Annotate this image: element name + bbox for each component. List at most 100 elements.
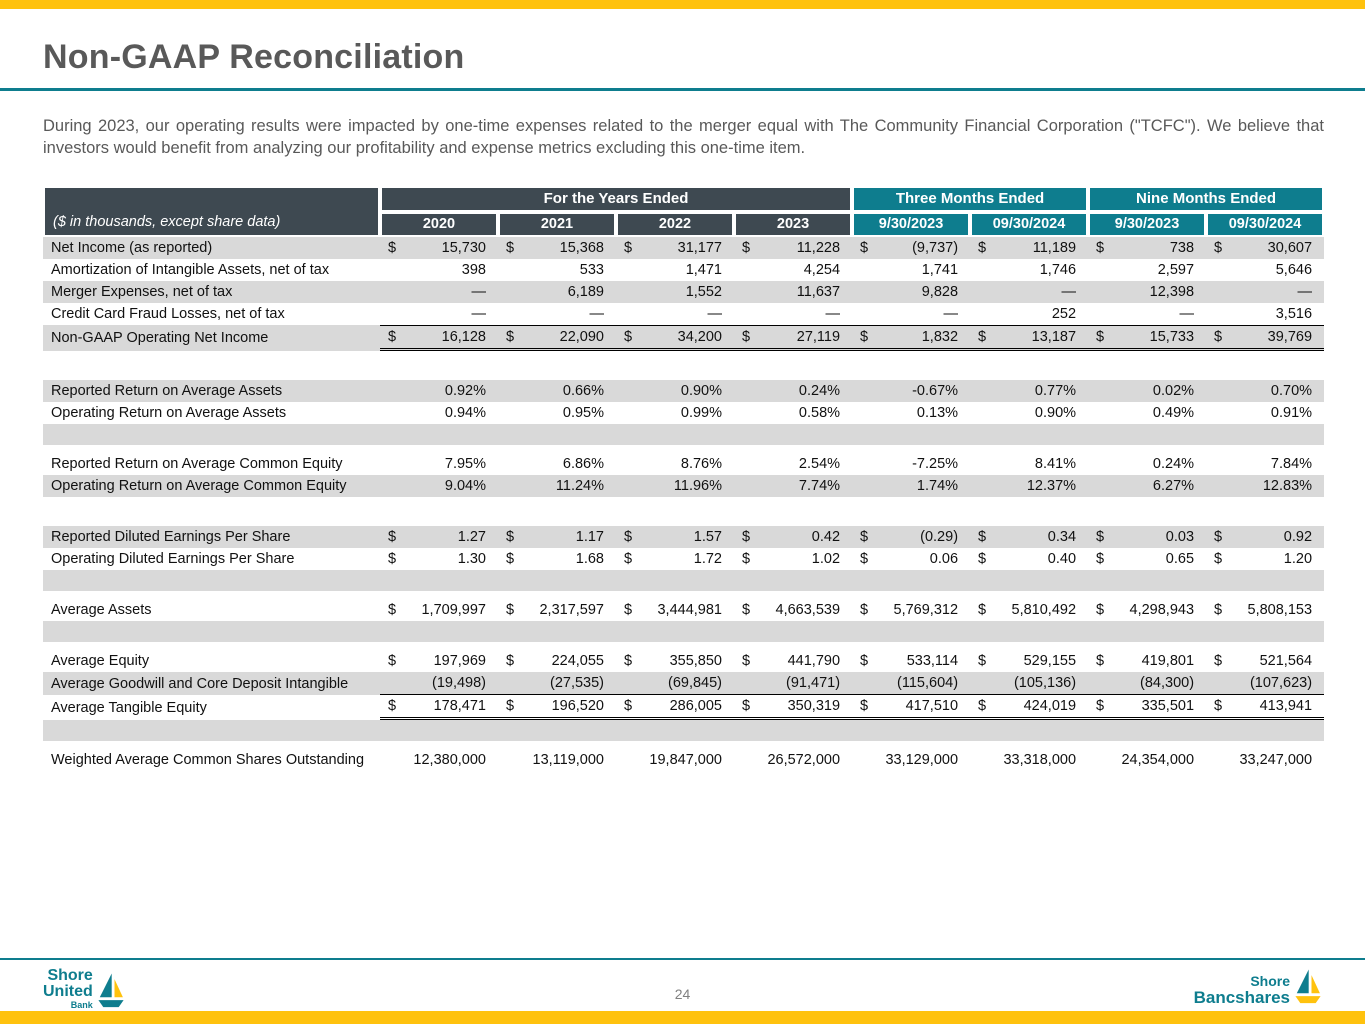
dollar-sign: $ — [742, 653, 751, 669]
value-cell: $3,444,981 — [616, 599, 734, 621]
dollar-sign: $ — [388, 602, 397, 618]
value-text: 441,790 — [787, 653, 841, 669]
dollar-sign: $ — [506, 551, 515, 567]
value-cell: 6.27% — [1088, 475, 1207, 497]
value-cell: (107,623) — [1206, 672, 1325, 695]
value-cell: 0.66% — [498, 380, 616, 402]
value-cell: 6.86% — [562, 456, 604, 472]
shore-bancshares-logo-text: Shore Bancshares — [1194, 974, 1290, 1006]
row-label: Merger Expenses, net of tax — [43, 281, 380, 303]
table-row: Non-GAAP Operating Net Income $16,128 $22,… — [43, 325, 1325, 351]
value-text: 0.92 — [1283, 529, 1313, 545]
value-text: 1.02 — [811, 551, 841, 567]
value-text: 1.68 — [575, 551, 604, 567]
value-cell: $1.20 — [1206, 548, 1324, 570]
column-header: 9/30/2023 — [852, 212, 971, 237]
dollar-sign: $ — [506, 698, 515, 714]
spacer-row — [43, 570, 1325, 591]
table-row: Operating Diluted Earnings Per Share $1.3… — [43, 548, 1324, 570]
row-label: Average Assets — [51, 602, 152, 618]
spacer-row — [43, 591, 1325, 599]
dollar-sign: $ — [1214, 602, 1223, 618]
value-cell: $1.68 — [498, 548, 616, 570]
dollar-sign: $ — [860, 529, 869, 545]
value-cell: 0.02% — [1088, 380, 1207, 402]
spacer-cell — [43, 591, 1325, 599]
dollar-sign: $ — [1214, 653, 1223, 669]
value-cell: 0.24% — [1152, 456, 1195, 472]
value-cell: $441,790 — [734, 650, 852, 672]
table-row: Average Equity $197,969 $224,055 $355,850 $4… — [43, 650, 1324, 672]
dollar-sign: $ — [978, 240, 987, 256]
table-row: Operating Return on Average Assets 0.94% 0… — [43, 402, 1324, 424]
value-text: 31,177 — [677, 240, 722, 256]
value-text: 1.20 — [1283, 551, 1313, 567]
value-text: 15,368 — [559, 240, 604, 256]
value-cell: 7.95% — [444, 456, 486, 472]
spacer-row — [43, 741, 1325, 749]
row-label: Reported Return on Average Common Equity — [51, 456, 343, 472]
value-cell: $417,510 — [852, 695, 971, 720]
value-cell: 1,741 — [921, 262, 959, 278]
value-cell: 8.41% — [1034, 456, 1077, 472]
table-row: Weighted Average Common Shares Outstandi… — [43, 749, 1324, 771]
row-label: Operating Return on Average Assets — [51, 405, 287, 421]
value-text: 4,298,943 — [1129, 602, 1195, 618]
dollar-sign: $ — [1214, 240, 1223, 256]
dollar-sign: $ — [506, 240, 515, 256]
table-body: Net Income (as reported) $15,730 $15,368 $3… — [43, 237, 1325, 771]
spacer-cell — [43, 621, 1325, 642]
dollar-sign: $ — [1214, 329, 1223, 345]
value-text: 1,709,997 — [421, 602, 486, 618]
value-cell: 12.37% — [970, 475, 1089, 497]
row-label: Net Income (as reported) — [43, 237, 380, 259]
value-cell: $197,969 — [380, 650, 498, 672]
value-cell: (27,535) — [498, 672, 616, 695]
value-cell: 398 — [461, 262, 486, 278]
value-cell: (19,498) — [380, 672, 498, 695]
value-cell: — — [1206, 281, 1325, 303]
value-text: 196,520 — [551, 698, 604, 714]
row-label: Average Tangible Equity — [51, 699, 207, 716]
value-cell: $4,663,539 — [734, 599, 852, 621]
value-text: 30,607 — [1267, 240, 1313, 256]
table-row: Merger Expenses, net of tax —6,189 1,552 11… — [43, 281, 1325, 303]
value-text: 5,769,312 — [893, 602, 959, 618]
value-cell: 1,746 — [1039, 262, 1077, 278]
shore-united-bank-logo-text: Shore United Bank — [43, 967, 93, 1010]
value-cell: $22,090 — [498, 325, 616, 351]
reconciliation-table: ($ in thousands, except share data) For t… — [43, 186, 1325, 771]
table-row: Reported Diluted Earnings Per Share $1.27… — [43, 526, 1325, 548]
dollar-sign: $ — [388, 698, 397, 714]
dollar-sign: $ — [506, 529, 515, 545]
dollar-sign: $ — [742, 602, 751, 618]
dollar-sign: $ — [860, 329, 869, 345]
value-text: 34,200 — [677, 329, 722, 345]
row-label: Amortization of Intangible Assets, net o… — [51, 262, 330, 278]
value-text: 1.72 — [693, 551, 722, 567]
dollar-sign: $ — [624, 602, 633, 618]
value-cell: 24,354,000 — [1121, 752, 1195, 768]
value-text: 521,564 — [1259, 653, 1313, 669]
dollar-sign: $ — [860, 653, 869, 669]
value-cell: $0.06 — [852, 548, 970, 570]
value-text: 5,808,153 — [1247, 602, 1313, 618]
value-cell: — — [1179, 306, 1195, 322]
dollar-sign: $ — [978, 698, 987, 714]
footer-divider — [0, 958, 1365, 960]
dollar-sign: $ — [978, 653, 987, 669]
value-cell: 9.04% — [380, 475, 498, 497]
value-cell: $0.34 — [970, 526, 1089, 548]
dollar-sign: $ — [624, 240, 633, 256]
table-row: Amortization of Intangible Assets, net o… — [43, 259, 1324, 281]
value-cell: 7.74% — [734, 475, 853, 497]
spacer-row — [43, 351, 1325, 380]
value-cell: -0.67% — [852, 380, 971, 402]
value-cell: (91,471) — [734, 672, 853, 695]
value-cell: 0.91% — [1270, 405, 1313, 421]
spacer-row — [43, 445, 1325, 453]
value-text: 419,801 — [1141, 653, 1195, 669]
value-cell: 19,847,000 — [649, 752, 722, 768]
value-text: 11,189 — [1032, 240, 1077, 256]
